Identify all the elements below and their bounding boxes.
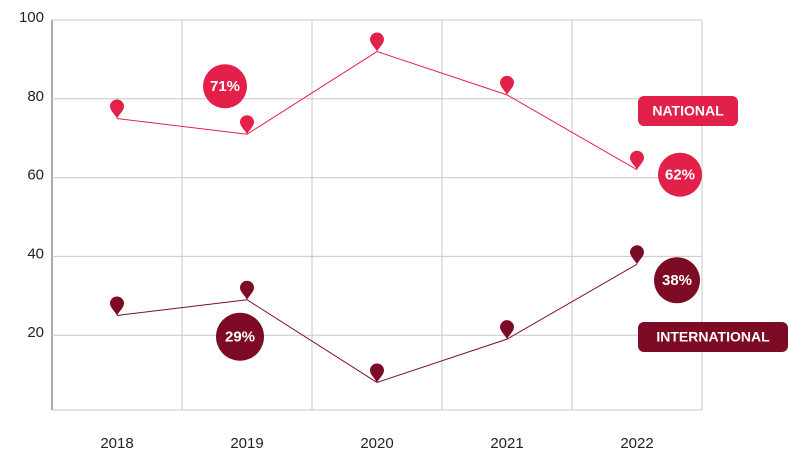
value-label: 62% bbox=[665, 167, 695, 184]
x-tick-label: 2022 bbox=[620, 435, 653, 452]
y-tick-label: 20 bbox=[27, 324, 44, 341]
pin-marker bbox=[630, 150, 644, 170]
x-tick-label: 2019 bbox=[230, 435, 263, 452]
value-bubble bbox=[658, 152, 702, 197]
pin-marker bbox=[240, 115, 254, 135]
legend-tag bbox=[638, 322, 788, 352]
series-line bbox=[116, 50, 638, 171]
value-bubble bbox=[203, 64, 247, 109]
pin-marker bbox=[500, 75, 514, 95]
pin-marker bbox=[630, 245, 644, 265]
legend-tag bbox=[638, 96, 738, 126]
y-tick-label: 60 bbox=[27, 167, 44, 184]
pin-marker bbox=[240, 280, 254, 300]
legend-label: INTERNATIONAL bbox=[656, 329, 770, 345]
y-tick-label: 100 bbox=[19, 9, 44, 26]
y-tick-label: 80 bbox=[27, 88, 44, 105]
legend-label: NATIONAL bbox=[652, 103, 724, 119]
x-tick-label: 2018 bbox=[100, 435, 133, 452]
value-label: 71% bbox=[210, 78, 240, 95]
pin-marker bbox=[370, 32, 384, 52]
value-label: 29% bbox=[225, 329, 255, 346]
value-bubble bbox=[216, 312, 264, 361]
x-tick-label: 2021 bbox=[490, 435, 523, 452]
value-label: 38% bbox=[662, 272, 692, 289]
pin-marker bbox=[370, 363, 384, 383]
pin-marker bbox=[110, 99, 124, 119]
pin-marker bbox=[500, 320, 514, 340]
x-tick-label: 2020 bbox=[360, 435, 393, 452]
pin-marker bbox=[110, 296, 124, 316]
y-tick-label: 40 bbox=[27, 245, 44, 262]
value-bubble bbox=[654, 257, 700, 304]
